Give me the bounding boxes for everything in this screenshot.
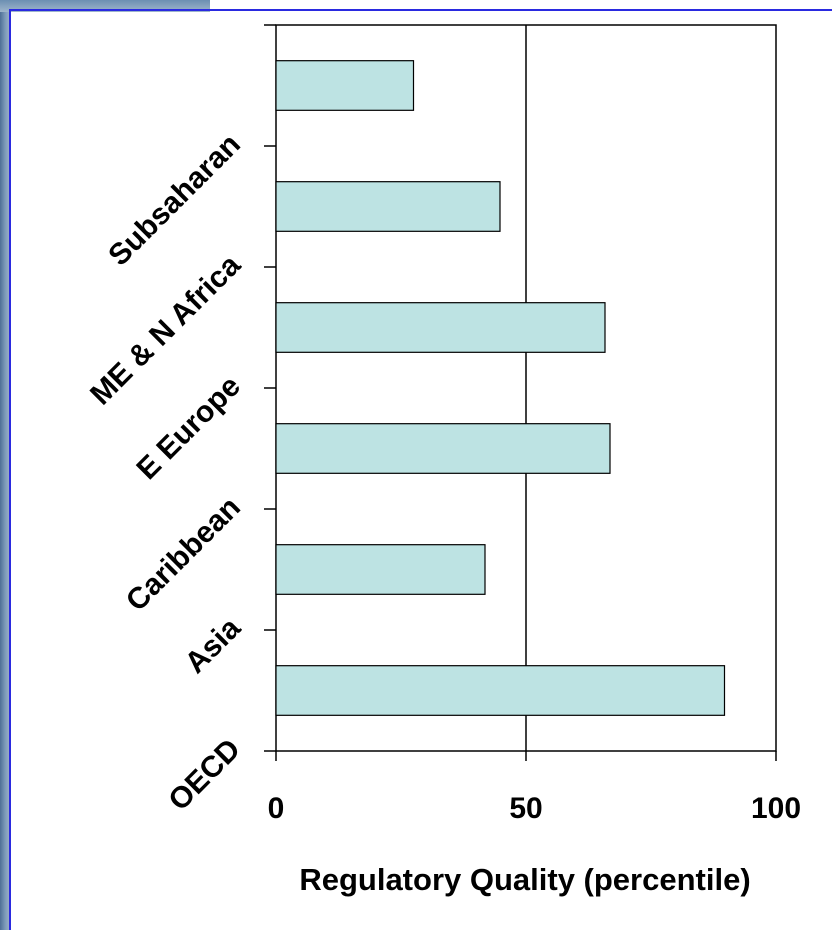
value-axis-tick-labels: 0 50 100 bbox=[268, 792, 801, 825]
x-axis-title: Regulatory Quality (percentile) bbox=[299, 862, 750, 897]
plot-area bbox=[275, 24, 777, 752]
category-axis-ticks bbox=[264, 24, 777, 761]
bar-e-europe bbox=[275, 302, 606, 353]
bar-subsaharan bbox=[275, 60, 415, 111]
background-strip-left bbox=[0, 0, 10, 930]
slide-frame bbox=[9, 9, 832, 930]
bar-caribbean bbox=[275, 423, 611, 474]
bars bbox=[275, 60, 726, 716]
category-label: OECD bbox=[162, 733, 247, 818]
bar-asia bbox=[275, 544, 486, 595]
value-tick-label: 0 bbox=[268, 792, 285, 825]
category-label: E Europe bbox=[130, 370, 246, 486]
category-label: Caribbean bbox=[120, 491, 247, 618]
value-tick-label: 50 bbox=[509, 792, 542, 825]
category-label: Asia bbox=[179, 611, 247, 679]
bar-oecd bbox=[275, 665, 726, 716]
bar-me-n-africa bbox=[275, 181, 501, 232]
value-tick-label: 100 bbox=[751, 792, 801, 825]
